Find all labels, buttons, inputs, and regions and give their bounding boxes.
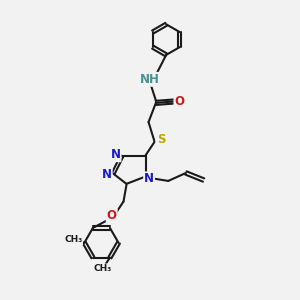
Text: S: S (157, 133, 165, 146)
Text: CH₃: CH₃ (94, 264, 112, 273)
Text: N: N (102, 168, 112, 181)
Text: NH: NH (140, 73, 160, 86)
Text: N: N (110, 148, 121, 161)
Text: O: O (107, 209, 117, 222)
Text: CH₃: CH₃ (64, 235, 82, 244)
Text: N: N (144, 172, 154, 185)
Text: O: O (174, 95, 184, 108)
